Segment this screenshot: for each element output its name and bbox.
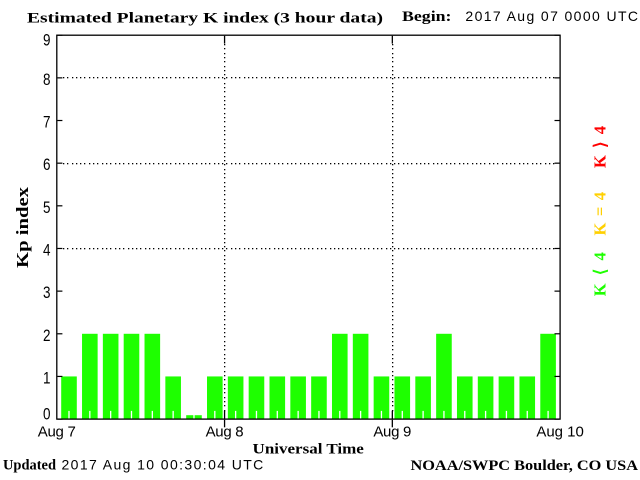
svg-text:2017 Aug 07 0000 UTC: 2017 Aug 07 0000 UTC (465, 8, 638, 24)
svg-text:4: 4 (43, 241, 51, 259)
svg-text:Aug 10: Aug 10 (536, 424, 584, 441)
svg-text:6: 6 (43, 156, 51, 174)
svg-text:K⟨4: K⟨4 (591, 252, 610, 296)
svg-text:0: 0 (43, 405, 51, 423)
svg-text:Aug 8: Aug 8 (206, 424, 244, 441)
svg-text:Begin:: Begin: (402, 9, 452, 25)
svg-text:Aug 9: Aug 9 (373, 424, 411, 441)
svg-text:2017 Aug 10 00:30:04 UTC: 2017 Aug 10 00:30:04 UTC (62, 457, 264, 473)
svg-text:5: 5 (43, 199, 51, 217)
svg-text:K⟩4: K⟩4 (591, 126, 610, 168)
svg-text:Updated: Updated (3, 458, 57, 474)
svg-text:Universal Time: Universal Time (253, 441, 365, 457)
svg-text:Aug 7: Aug 7 (38, 424, 76, 441)
svg-text:7: 7 (43, 114, 51, 132)
svg-text:1: 1 (43, 369, 51, 387)
svg-text:Estimated Planetary K index (3: Estimated Planetary K index (3 hour data… (27, 10, 383, 26)
svg-text:9: 9 (43, 31, 51, 49)
svg-text:Kp index: Kp index (13, 186, 32, 268)
svg-text:3: 3 (43, 284, 51, 302)
svg-text:2: 2 (43, 327, 51, 345)
svg-text:K=4: K=4 (591, 192, 610, 236)
svg-text:8: 8 (43, 71, 51, 89)
svg-text:NOAA/SWPC Boulder, CO USA: NOAA/SWPC Boulder, CO USA (411, 458, 639, 474)
